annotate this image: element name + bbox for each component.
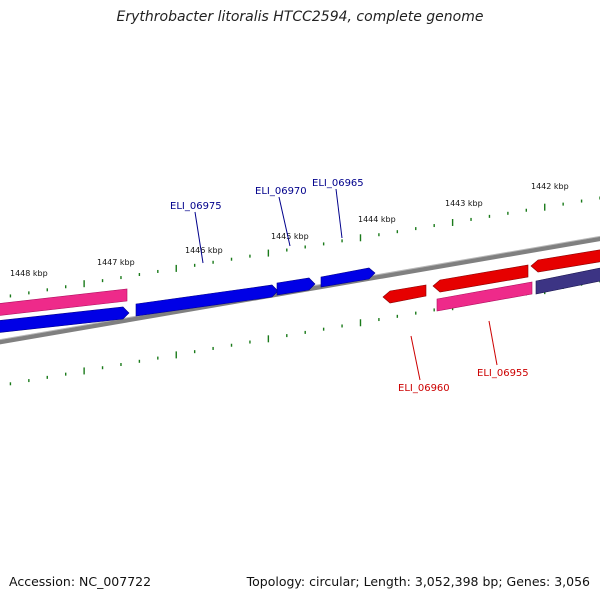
gene-arrow-ELI_06960 xyxy=(382,284,427,304)
gene-label-ELI_06960: ELI_06960 xyxy=(398,383,450,394)
gene-arrow-ELI_06970 xyxy=(276,277,316,296)
gene-arrow-ELI_06980 xyxy=(0,306,130,333)
leader-line-ELI_06955 xyxy=(488,320,498,366)
kbp-scale-label: 1447 kbp xyxy=(97,258,135,267)
leader-line-ELI_06965 xyxy=(335,188,343,239)
kbp-scale-label: 1444 kbp xyxy=(358,215,396,224)
leader-line-ELI_06960 xyxy=(410,335,421,381)
pink-gene-arrow xyxy=(0,288,128,316)
genome-title: Erythrobacter litoralis HTCC2594, comple… xyxy=(116,9,484,25)
gene-label-ELI_06955: ELI_06955 xyxy=(477,368,529,379)
gene-arrow-ELI_06955 xyxy=(432,264,529,293)
kbp-scale-label: 1443 kbp xyxy=(445,199,483,208)
gene-arrow-ELI_06950 xyxy=(530,249,600,273)
gene-label-ELI_06970: ELI_06970 xyxy=(255,186,307,197)
purple-gene-arrow xyxy=(535,267,600,295)
accession-label: Accession: NC_007722 xyxy=(9,574,152,589)
gene-label-ELI_06965: ELI_06965 xyxy=(312,178,364,189)
kbp-scale-label: 1448 kbp xyxy=(10,269,48,278)
kbp-scale-label: 1445 kbp xyxy=(271,232,309,241)
pink-gene-arrow-lower xyxy=(436,281,533,312)
kbp-scale-label: 1446 kbp xyxy=(185,246,223,255)
kbp-scale-label: 1442 kbp xyxy=(531,182,569,191)
leader-line-ELI_06975 xyxy=(194,211,204,264)
topology-stats: Topology: circular; Length: 3,052,398 bp… xyxy=(246,574,590,589)
gene-arrow-ELI_06975 xyxy=(135,284,279,317)
gene-label-ELI_06975: ELI_06975 xyxy=(170,201,222,212)
gene-arrow-ELI_06965 xyxy=(320,267,376,288)
leader-line-ELI_06970 xyxy=(278,196,291,247)
